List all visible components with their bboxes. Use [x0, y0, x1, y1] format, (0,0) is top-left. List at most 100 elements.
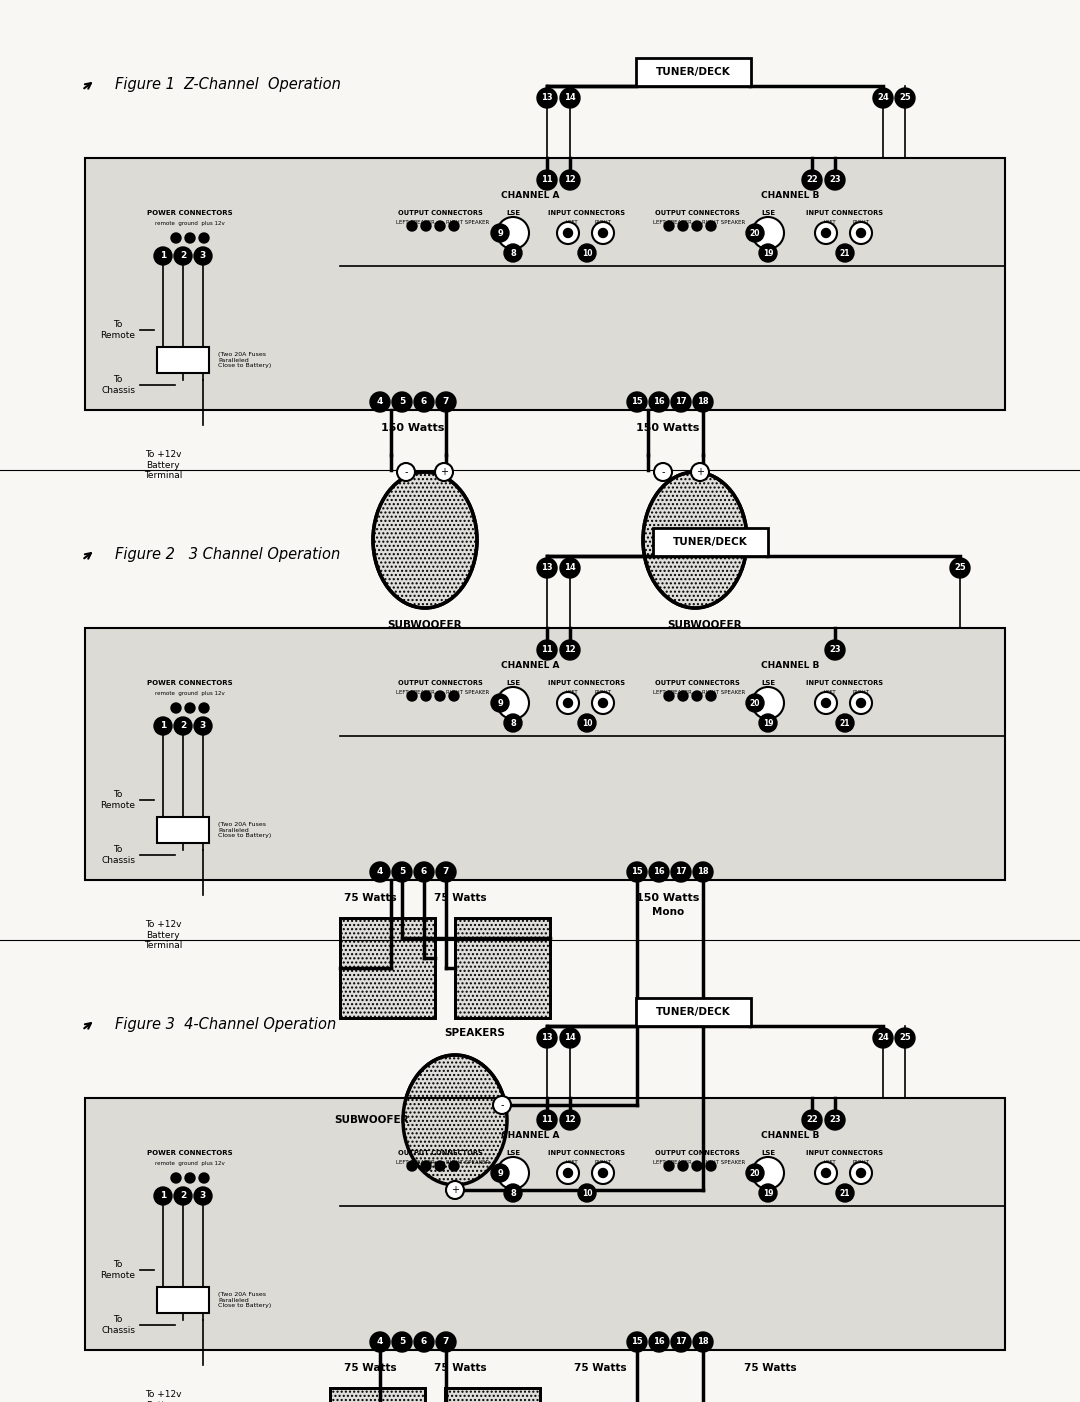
Circle shape	[598, 698, 607, 708]
Bar	[85, 1098, 1005, 1350]
Circle shape	[185, 702, 195, 714]
Text: 200Hz: 200Hz	[759, 227, 774, 233]
Circle shape	[706, 691, 716, 701]
Text: LEFT: LEFT	[566, 691, 578, 695]
Circle shape	[435, 463, 453, 481]
Text: To
Chassis: To Chassis	[102, 1315, 135, 1335]
Text: 7: 7	[443, 1338, 449, 1346]
Text: POWER CONNECTORS: POWER CONNECTORS	[147, 1150, 233, 1157]
Bar	[635, 998, 751, 1026]
Text: remote  ground  plus 12v: remote ground plus 12v	[156, 222, 225, 227]
Circle shape	[436, 393, 456, 412]
Text: LEFT SPEAKER: LEFT SPEAKER	[652, 1161, 691, 1165]
Text: INPUT CONNECTORS: INPUT CONNECTORS	[549, 680, 625, 686]
Text: 23: 23	[829, 175, 841, 185]
Bar	[340, 918, 435, 1018]
Text: 19: 19	[762, 718, 773, 728]
Circle shape	[815, 1162, 837, 1185]
Circle shape	[856, 698, 865, 708]
Text: LEFT SPEAKER: LEFT SPEAKER	[395, 691, 434, 695]
Text: LEFT SPEAKER: LEFT SPEAKER	[395, 220, 434, 226]
Circle shape	[822, 229, 831, 237]
Circle shape	[895, 1028, 915, 1049]
Text: 2: 2	[180, 1192, 186, 1200]
Circle shape	[664, 1161, 674, 1171]
Text: To
Chassis: To Chassis	[102, 376, 135, 395]
Circle shape	[836, 714, 854, 732]
Text: To +12v
Battery
Terminal: To +12v Battery Terminal	[144, 920, 183, 951]
Text: To
Remote: To Remote	[100, 1260, 135, 1280]
Text: To
Chassis: To Chassis	[102, 845, 135, 865]
Circle shape	[678, 691, 688, 701]
Text: 9: 9	[497, 698, 503, 708]
Bar	[85, 628, 1005, 880]
Circle shape	[693, 862, 713, 882]
Text: 7: 7	[443, 398, 449, 407]
Text: OUTPUT CONNECTORS: OUTPUT CONNECTORS	[654, 1150, 740, 1157]
Text: To
Remote: To Remote	[100, 320, 135, 339]
Circle shape	[598, 229, 607, 237]
Circle shape	[693, 393, 713, 412]
Circle shape	[627, 393, 647, 412]
Text: RIGHT: RIGHT	[594, 1161, 611, 1165]
Circle shape	[171, 233, 181, 243]
Circle shape	[664, 222, 674, 231]
Text: LEFT SPEAKER: LEFT SPEAKER	[652, 691, 691, 695]
Text: 22: 22	[806, 175, 818, 185]
Text: RIGHT: RIGHT	[852, 691, 869, 695]
Text: +: +	[440, 467, 448, 477]
Circle shape	[664, 691, 674, 701]
Text: POWER CONNECTORS: POWER CONNECTORS	[147, 210, 233, 216]
Circle shape	[497, 217, 529, 250]
Text: -: -	[500, 1101, 503, 1110]
Circle shape	[561, 558, 580, 578]
Text: RIGHT: RIGHT	[852, 1161, 869, 1165]
Circle shape	[578, 1185, 596, 1202]
Text: 8: 8	[510, 1189, 516, 1197]
Circle shape	[649, 1332, 669, 1352]
Text: 20: 20	[750, 1168, 760, 1178]
Circle shape	[449, 691, 459, 701]
Text: RIGHT SPEAKER: RIGHT SPEAKER	[446, 220, 489, 226]
Text: CHANNEL B: CHANNEL B	[760, 1131, 820, 1140]
Text: 21: 21	[840, 1189, 850, 1197]
Text: 30Hz: 30Hz	[505, 704, 518, 709]
Circle shape	[592, 1162, 615, 1185]
Bar	[330, 1388, 426, 1402]
Circle shape	[873, 88, 893, 108]
Text: Figure 1  Z-Channel  Operation: Figure 1 Z-Channel Operation	[114, 77, 341, 93]
Circle shape	[171, 702, 181, 714]
Text: 9: 9	[497, 229, 503, 237]
Bar	[330, 1388, 426, 1402]
Text: TUNER/DECK: TUNER/DECK	[656, 67, 730, 77]
Circle shape	[564, 698, 572, 708]
Circle shape	[693, 1332, 713, 1352]
Circle shape	[825, 170, 845, 191]
Text: To +12v
Battery
Terminal: To +12v Battery Terminal	[144, 1391, 183, 1402]
Text: 3: 3	[200, 1192, 206, 1200]
Text: 18: 18	[698, 398, 708, 407]
Text: +: +	[451, 1185, 459, 1195]
Text: 18: 18	[698, 868, 708, 876]
Bar	[445, 1388, 540, 1402]
Circle shape	[504, 1185, 522, 1202]
Circle shape	[815, 693, 837, 714]
Ellipse shape	[643, 472, 747, 608]
Circle shape	[421, 1161, 431, 1171]
Text: 12: 12	[564, 1116, 576, 1124]
Text: -: -	[404, 467, 408, 477]
Text: 30Hz: 30Hz	[760, 1175, 773, 1179]
Circle shape	[504, 714, 522, 732]
Text: OUTPUT CONNECTORS: OUTPUT CONNECTORS	[397, 210, 483, 216]
Text: LEFT: LEFT	[824, 691, 836, 695]
Text: 30Hz: 30Hz	[760, 234, 773, 240]
Text: LSE: LSE	[761, 1150, 775, 1157]
Circle shape	[752, 687, 784, 719]
Circle shape	[671, 1332, 691, 1352]
Text: 75 Watts: 75 Watts	[434, 893, 486, 903]
Circle shape	[185, 1173, 195, 1183]
Circle shape	[397, 463, 415, 481]
Text: Mono: Mono	[652, 907, 684, 917]
Circle shape	[746, 694, 764, 712]
Text: LEFT SPEAKER: LEFT SPEAKER	[395, 1161, 434, 1165]
